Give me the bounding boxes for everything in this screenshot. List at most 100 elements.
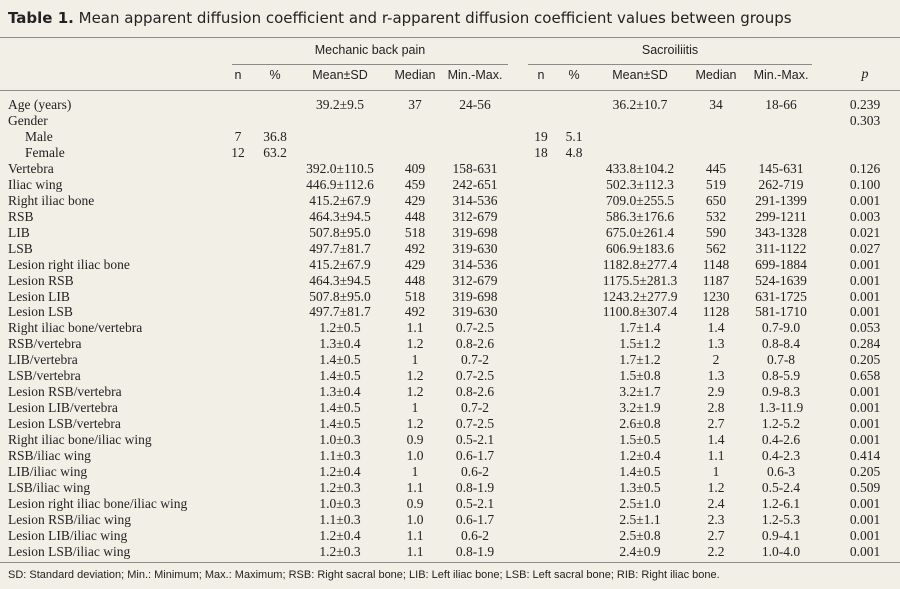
- data-cell: 311-1122: [755, 240, 807, 256]
- data-cell: 0.205: [849, 464, 881, 480]
- data-cell: 1.4±0.5: [619, 464, 661, 480]
- title-text: Mean apparent diffusion coefficient and …: [78, 9, 792, 27]
- data-cell: 429: [404, 256, 426, 272]
- data-cell: 1182.8±277.4: [602, 256, 678, 272]
- data-cell: 524-1639: [755, 272, 807, 288]
- data-cell: 0.509: [849, 480, 881, 496]
- data-cell: 0.6-2: [460, 464, 490, 480]
- data-cell: 0.5-2.4: [761, 480, 801, 496]
- data-cell: 1.5±1.2: [619, 336, 661, 352]
- data-cell: 392.0±110.5: [306, 160, 374, 176]
- row-label: Age (years): [8, 97, 72, 112]
- data-cell: 0.8-2.6: [455, 384, 495, 400]
- data-cell: 0.414: [849, 448, 881, 464]
- rule: [0, 90, 900, 91]
- data-cell: 446.9±112.6: [306, 176, 374, 192]
- row-label: Lesion LSB/vertebra: [8, 416, 121, 432]
- data-cell: 312-679: [452, 272, 498, 288]
- row-label: Lesion LIB: [8, 288, 70, 304]
- row-label: Lesion right iliac bone: [8, 256, 130, 272]
- data-cell: 1.1±0.3: [319, 448, 361, 464]
- data-cell: 0.7-2.5: [455, 320, 495, 336]
- data-cell: 0.6-3: [766, 464, 796, 480]
- data-cell: 34: [709, 97, 723, 112]
- row-label: LIB: [8, 224, 30, 240]
- row-label: LSB/vertebra: [8, 368, 81, 384]
- data-cell: 63.2: [263, 144, 287, 160]
- data-cell: 448: [404, 272, 426, 288]
- data-cell: 1230: [702, 288, 730, 304]
- row-label: Lesion LSB/iliac wing: [8, 543, 131, 559]
- data-cell: 1.2: [406, 368, 424, 384]
- data-cell: 1.7±1.2: [619, 352, 661, 368]
- row-label: LIB/vertebra: [8, 352, 78, 368]
- data-cell: 433.8±104.2: [605, 160, 675, 176]
- row-label: Male: [25, 128, 53, 144]
- column-header: %: [568, 68, 580, 82]
- data-cell: 1.5±0.8: [619, 368, 661, 384]
- data-cell: 562: [705, 240, 727, 256]
- table-label: Table 1.: [8, 9, 74, 27]
- data-cell: 1100.8±307.4: [602, 304, 678, 320]
- row-label: Lesion LIB/iliac wing: [8, 527, 128, 543]
- data-cell: 492: [404, 304, 426, 320]
- data-cell: 0.7-2.5: [455, 416, 495, 432]
- column-header: Min.-Max.: [753, 68, 809, 82]
- data-cell: 0.284: [849, 336, 881, 352]
- column-header: n: [234, 68, 242, 82]
- data-cell: 415.2±67.9: [309, 192, 371, 208]
- data-cell: 1.2: [707, 480, 725, 496]
- row-label: RSB/vertebra: [8, 336, 82, 352]
- data-cell: 507.8±95.0: [309, 224, 371, 240]
- data-cell: 1.2±0.4: [319, 464, 361, 480]
- data-cell: 0.303: [849, 112, 881, 128]
- data-cell: 0.9: [406, 496, 424, 511]
- data-cell: 291-1399: [755, 192, 807, 208]
- data-cell: 1.0-4.0: [761, 543, 801, 559]
- row-label: LSB: [8, 240, 33, 256]
- data-cell: 1.1±0.3: [319, 511, 361, 527]
- data-cell: 0.7-2.5: [455, 368, 495, 384]
- data-cell: 0.003: [849, 208, 881, 224]
- data-cell: 2.2: [707, 543, 725, 559]
- data-cell: 242-651: [452, 176, 498, 192]
- row-label: Right iliac bone/iliac wing: [8, 432, 152, 448]
- data-cell: 0.001: [849, 511, 881, 527]
- data-cell: 0.8-8.4: [761, 336, 801, 352]
- data-cell: 1: [411, 352, 419, 368]
- data-cell: 1.7±1.4: [619, 320, 661, 336]
- data-cell: 699-1884: [755, 256, 807, 272]
- data-cell: 0.7-9.0: [761, 320, 801, 336]
- data-cell: 0.126: [849, 160, 881, 176]
- data-cell: 1.3±0.5: [619, 480, 661, 496]
- group-rule: [232, 64, 508, 65]
- data-cell: 0.7-2: [460, 400, 490, 416]
- data-cell: 1.0: [406, 448, 424, 464]
- data-cell: 0.001: [849, 384, 881, 400]
- data-cell: 0.239: [849, 97, 881, 112]
- data-cell: 459: [404, 176, 426, 192]
- data-cell: 1.3: [707, 336, 725, 352]
- row-label: Lesion RSB: [8, 272, 74, 288]
- data-cell: 39.2±9.5: [316, 97, 364, 112]
- data-cell: 1.4±0.5: [319, 368, 361, 384]
- row-label: RSB/iliac wing: [8, 448, 91, 464]
- data-cell: 4.8: [565, 144, 583, 160]
- data-cell: 37: [408, 97, 422, 112]
- data-cell: 518: [404, 224, 426, 240]
- data-cell: 0.053: [849, 320, 881, 336]
- data-cell: 1.2-5.2: [761, 416, 801, 432]
- data-cell: 0.001: [849, 543, 881, 559]
- data-cell: 1.2-5.3: [761, 511, 801, 527]
- data-cell: 7: [234, 128, 242, 144]
- data-cell: 319-698: [452, 288, 498, 304]
- rule: [0, 37, 900, 38]
- group-header: Mechanic back pain: [314, 43, 426, 57]
- data-cell: 1.1: [406, 320, 424, 336]
- row-label: Gender: [8, 112, 48, 128]
- data-cell: 1.1: [406, 543, 424, 559]
- data-cell: 0.4-2.3: [761, 448, 801, 464]
- data-cell: 464.3±94.5: [309, 272, 371, 288]
- data-cell: 464.3±94.5: [309, 208, 371, 224]
